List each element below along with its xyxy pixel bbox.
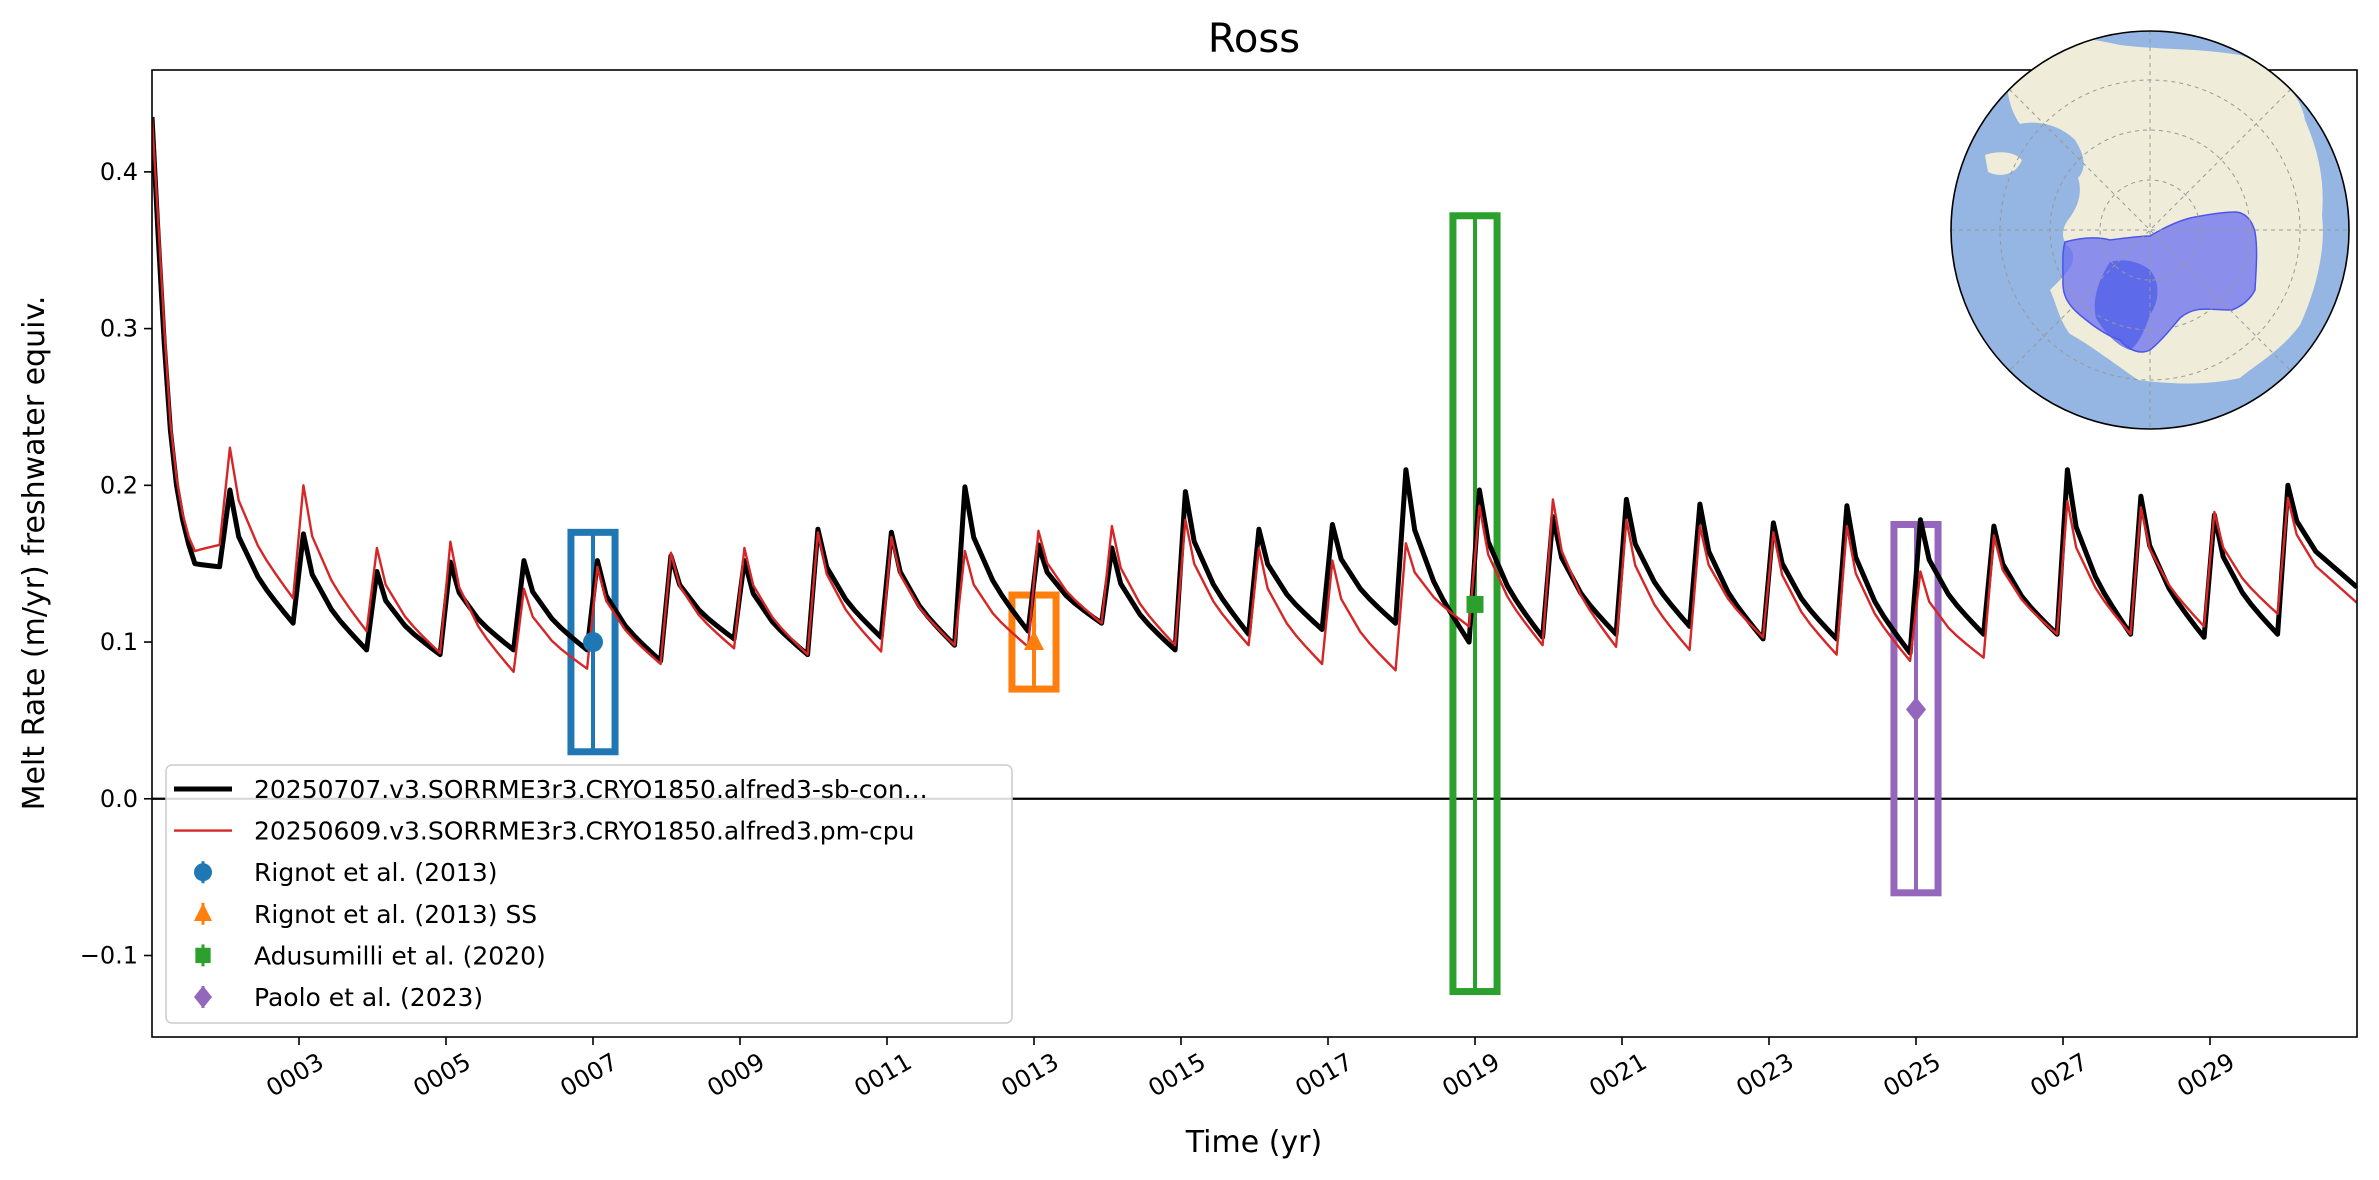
legend-label: Adusumilli et al. (2020) (254, 941, 546, 970)
legend-label: Rignot et al. (2013) (254, 858, 498, 887)
legend-marker-swatch (195, 947, 211, 964)
x-axis-label: Time (yr) (1185, 1125, 1322, 1160)
legend-marker-swatch (194, 985, 212, 1009)
legend-box (165, 764, 1013, 1024)
observation-marker (1466, 595, 1484, 613)
chart-title: Ross (1208, 16, 1300, 62)
y-tick-label: 0.1 (100, 628, 138, 656)
observation-markers-layer (583, 595, 1926, 722)
legend-label: 20250707.v3.SORRME3r3.CRYO1850.alfred3-s… (254, 775, 928, 804)
y-tick-label: 0.4 (100, 158, 138, 186)
y-axis-label: Melt Rate (m/yr) freshwater equiv. (17, 296, 52, 811)
legend-label: Paolo et al. (2023) (254, 983, 483, 1012)
map-ross-ice-shelf (2094, 260, 2158, 350)
legend-label: Rignot et al. (2013) SS (254, 900, 537, 929)
inset-map (1950, 30, 2350, 430)
y-tick-label: 0.2 (100, 471, 138, 499)
legend: 20250707.v3.SORRME3r3.CRYO1850.alfred3-s… (165, 764, 1013, 1024)
map-meridian (2008, 88, 2292, 372)
series-line-pm-cpu (152, 116, 2357, 673)
map-graticule (1951, 31, 2349, 429)
observation-marker (1906, 696, 1926, 722)
legend-marker-swatch (194, 863, 212, 882)
observation-marker (583, 632, 603, 653)
series-layer (152, 116, 2357, 673)
map-meridian (2008, 88, 2292, 372)
legend-items: 20250707.v3.SORRME3r3.CRYO1850.alfred3-s… (174, 775, 928, 1012)
y-tick-label: 0.3 (100, 315, 138, 343)
map-border (1950, 30, 2350, 430)
series-line-sb-con (152, 116, 2357, 664)
y-tick-label: −0.1 (80, 942, 138, 970)
y-axis: −0.1 0.0 0.1 0.2 0.3 0.4 (80, 158, 152, 970)
legend-marker-swatch (194, 903, 212, 921)
legend-label: 20250609.v3.SORRME3r3.CRYO1850.alfred3.p… (254, 817, 915, 846)
axes-frame (151, 69, 2358, 1038)
plot-area (152, 116, 2357, 996)
y-tick-label: 0.0 (100, 785, 138, 813)
observation-marker (1024, 630, 1044, 651)
